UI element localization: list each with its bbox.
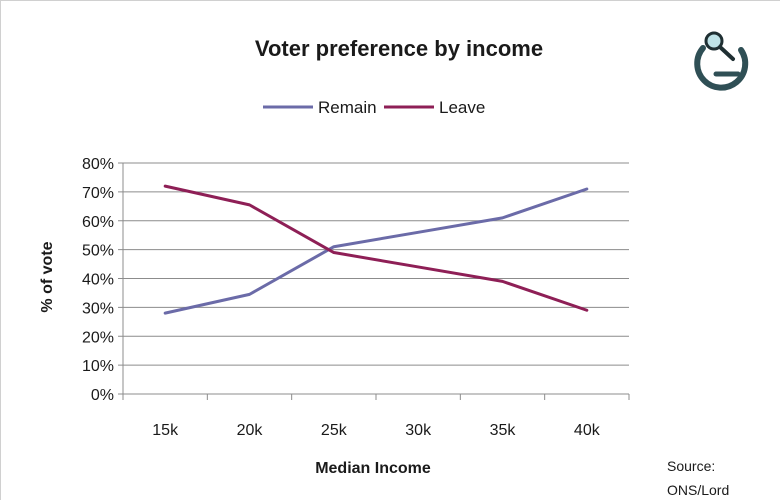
x-axis-title: Median Income [315, 460, 431, 477]
source-line-1: Source: [667, 458, 715, 474]
y-tick-label: 0% [91, 387, 114, 404]
y-tick-label: 40% [82, 272, 114, 289]
source-line-2: ONS/Lord [667, 482, 729, 498]
x-tick-label: 35k [490, 422, 517, 439]
legend: Remain Leave [263, 98, 485, 117]
y-tick-label: 80% [82, 156, 114, 173]
magnifier-g-logo-icon [697, 33, 745, 88]
y-tick-label: 60% [82, 214, 114, 231]
series-line-remain [165, 189, 587, 313]
axes [123, 163, 629, 400]
series-line-leave [165, 186, 587, 310]
y-tick-labels: 0% 10% 20% 30% 40% 50% 60% 70% 80% [82, 156, 114, 404]
legend-label-leave: Leave [439, 98, 485, 117]
y-tick-label: 50% [82, 243, 114, 260]
chart-title: Voter preference by income [255, 36, 543, 61]
x-tick-label: 40k [574, 422, 601, 439]
x-tick-label: 15k [152, 422, 179, 439]
y-axis-title: % of vote [39, 241, 56, 312]
x-tick-label: 20k [237, 422, 264, 439]
legend-label-remain: Remain [318, 98, 377, 117]
y-tick-label: 20% [82, 329, 114, 346]
y-tick-label: 10% [82, 358, 114, 375]
x-tick-label: 30k [405, 422, 432, 439]
y-tick-label: 70% [82, 185, 114, 202]
x-tick-labels: 15k 20k 25k 30k 35k 40k [152, 422, 600, 439]
x-tick-label: 25k [321, 422, 348, 439]
y-tick-label: 30% [82, 300, 114, 317]
gridlines [118, 163, 629, 394]
